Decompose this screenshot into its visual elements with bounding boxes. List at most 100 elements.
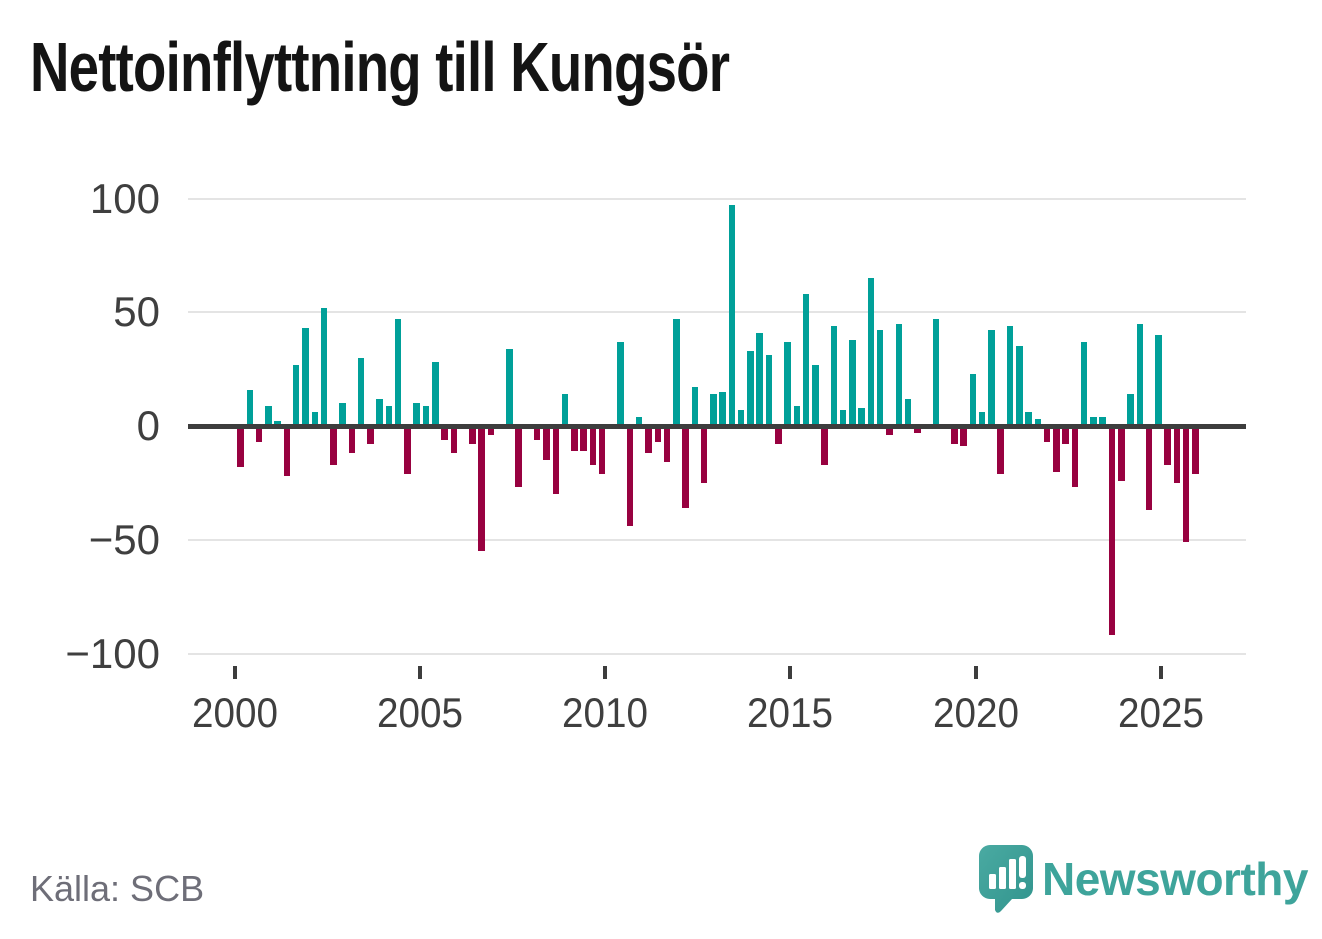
- bar-2005-q3: [441, 426, 448, 440]
- bar-2019-q3: [960, 426, 967, 447]
- gridline-y-50: [188, 311, 1246, 314]
- bar-2023-q1: [1090, 416, 1097, 426]
- bar-2016-q1: [830, 325, 838, 426]
- bar-2006-q3: [478, 426, 485, 552]
- bar-2015-q2: [802, 294, 810, 426]
- bar-2003-q1: [348, 426, 356, 454]
- x-axis-label-2005: 2005: [377, 689, 464, 736]
- bar-2023-q4: [1118, 426, 1125, 481]
- bar-2013-q1: [719, 391, 726, 426]
- bar-2013-q2: [728, 205, 736, 426]
- bar-2010-q3: [626, 426, 634, 527]
- bar-2007-q2: [506, 348, 513, 426]
- bar-2011-q2: [654, 426, 661, 442]
- bar-2006-q4: [487, 426, 495, 436]
- bar-2020-q1: [978, 412, 986, 426]
- bar-2023-q3: [1108, 426, 1116, 636]
- x-tick-2025: [1158, 666, 1163, 679]
- bar-2005-q2: [432, 362, 439, 426]
- bar-2006-q2: [469, 426, 476, 445]
- bar-2012-q2: [691, 387, 699, 426]
- bar-2004-q3: [404, 426, 411, 474]
- bar-2024-q1: [1127, 394, 1134, 426]
- bar-2001-q4: [302, 328, 309, 426]
- bar-2022-q1: [1053, 426, 1060, 472]
- bar-2014-q4: [784, 341, 791, 426]
- bar-2009-q1: [571, 426, 578, 452]
- bar-2008-q2: [543, 426, 550, 461]
- bar-2025-q2: [1173, 426, 1181, 483]
- bar-2011-q1: [645, 426, 652, 454]
- bar-2014-q3: [775, 426, 782, 445]
- bar-2015-q1: [793, 405, 801, 426]
- bar-2008-q4: [561, 394, 569, 426]
- bar-2022-q4: [1080, 341, 1088, 426]
- bar-2000-q2: [246, 389, 254, 426]
- x-tick-2000: [233, 666, 237, 679]
- bar-2003-q4: [376, 398, 383, 426]
- bar-2018-q1: [904, 398, 912, 426]
- newsworthy-wordmark: Newsworthy: [1042, 853, 1308, 905]
- x-tick-2010: [603, 666, 608, 679]
- bar-2005-q4: [450, 426, 458, 454]
- bar-2017-q4: [895, 323, 903, 426]
- bar-2017-q2: [876, 330, 884, 426]
- bar-2016-q4: [858, 407, 865, 426]
- bar-2020-q2: [988, 330, 995, 426]
- gridline-y--100: [188, 652, 1246, 655]
- bar-2025-q3: [1182, 426, 1190, 543]
- bar-2020-q3: [997, 426, 1004, 474]
- bar-2000-q1: [237, 426, 244, 467]
- bar-2014-q1: [756, 332, 763, 426]
- x-axis-zero-line: [188, 423, 1246, 429]
- x-axis-label-2010: 2010: [562, 689, 649, 736]
- bar-2022-q3: [1071, 426, 1079, 488]
- x-tick-2020: [973, 666, 978, 679]
- newsworthy-bubble-chart-icon: [978, 844, 1034, 921]
- bar-2002-q3: [330, 426, 337, 465]
- bar-2021-q3: [1034, 419, 1042, 426]
- bar-2020-q4: [1006, 325, 1014, 426]
- bar-2017-q3: [886, 426, 893, 436]
- source-note: Källa: SCB: [30, 868, 205, 909]
- bar-2001-q2: [283, 426, 291, 477]
- bar-2005-q1: [422, 405, 430, 426]
- bar-2018-q4: [932, 319, 940, 426]
- bar-2002-q2: [320, 307, 328, 426]
- bar-2021-q1: [1016, 346, 1023, 426]
- bar-2021-q2: [1025, 412, 1032, 426]
- y-axis-label-50: 50: [113, 288, 160, 336]
- bar-2012-q1: [682, 426, 689, 508]
- bar-2023-q2: [1099, 416, 1106, 426]
- bar-2010-q2: [617, 341, 624, 426]
- bar-2000-q3: [255, 426, 263, 442]
- y-axis-label--50: −50: [88, 515, 160, 563]
- x-axis-label-2020: 2020: [932, 689, 1019, 736]
- bar-2019-q4: [969, 373, 977, 426]
- bar-2012-q3: [700, 426, 708, 483]
- bar-2002-q4: [339, 403, 346, 426]
- bar-2024-q4: [1155, 335, 1162, 426]
- y-axis-label-100: 100: [89, 174, 160, 222]
- bar-2018-q2: [914, 426, 921, 433]
- bar-2025-q1: [1164, 426, 1171, 465]
- bar-2004-q1: [385, 405, 393, 426]
- bar-2011-q4: [673, 319, 680, 426]
- bar-2003-q3: [367, 426, 374, 445]
- bar-2009-q4: [598, 426, 606, 474]
- bar-2017-q1: [867, 278, 875, 426]
- x-axis-label-2025: 2025: [1117, 689, 1204, 736]
- bar-2000-q4: [265, 405, 272, 426]
- x-tick-2015: [788, 666, 793, 679]
- bar-2001-q3: [292, 364, 300, 426]
- x-axis-label-2000: 2000: [192, 689, 278, 736]
- bar-2015-q4: [821, 426, 828, 465]
- newsworthy-logo: Newsworthy: [978, 844, 1308, 924]
- bar-2003-q2: [357, 357, 365, 426]
- gridline-y-100: [188, 197, 1246, 200]
- bar-2016-q2: [839, 410, 847, 426]
- y-axis-label--100: −100: [65, 629, 160, 677]
- bar-2008-q3: [552, 426, 560, 495]
